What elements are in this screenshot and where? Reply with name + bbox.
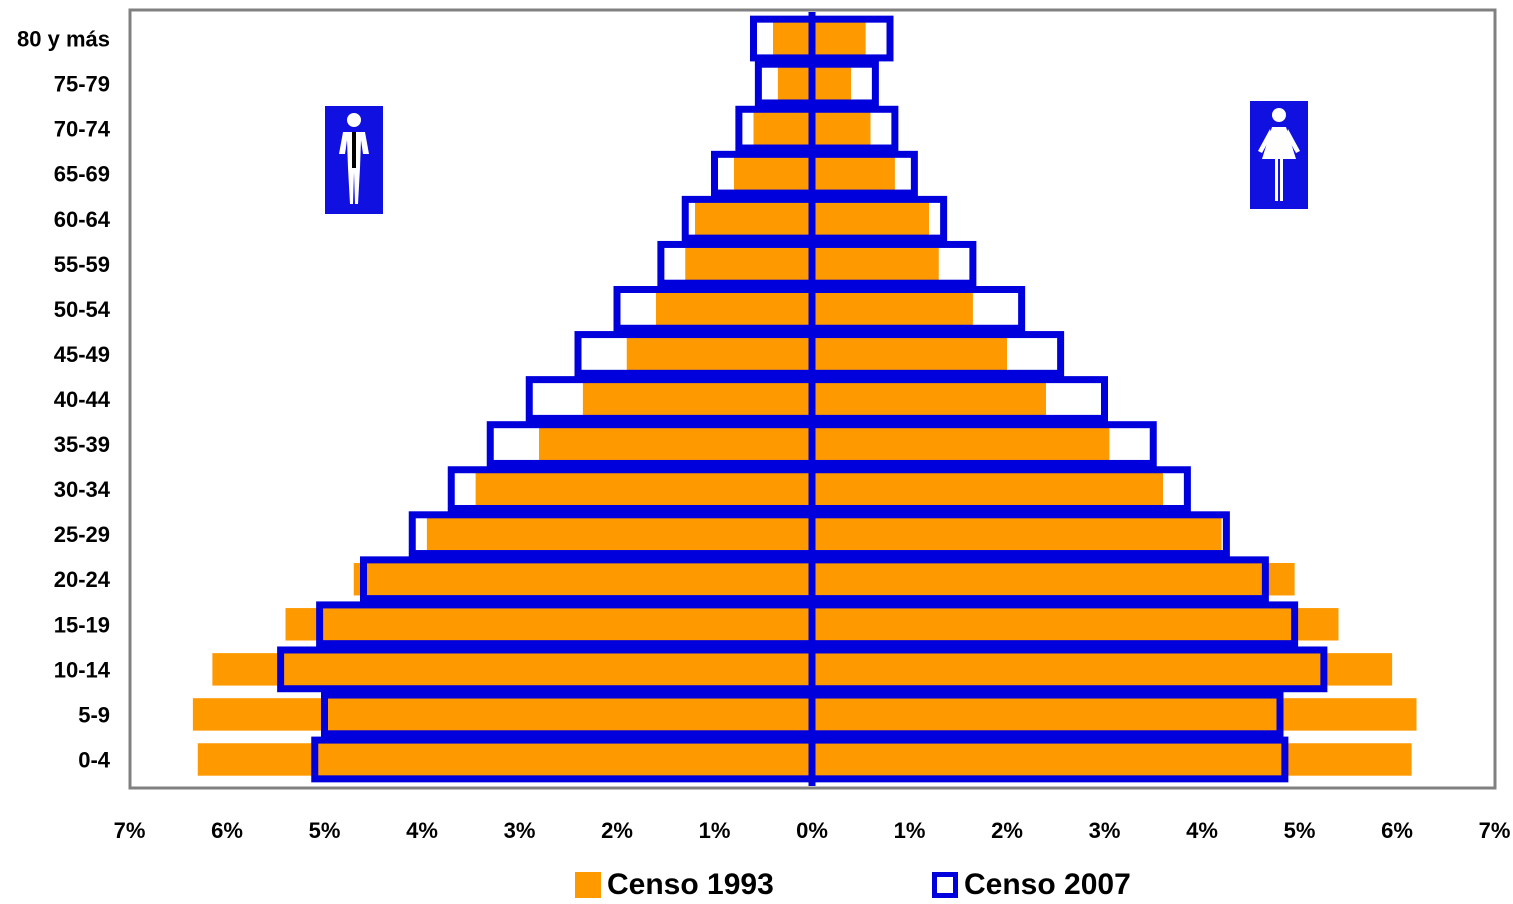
x-tick-label: 4% (1186, 818, 1218, 843)
bar-1993-female (812, 517, 1222, 551)
age-group-label: 75-79 (54, 72, 110, 97)
bar-1993-male (197, 743, 812, 776)
bar-1993-female (812, 608, 1339, 641)
x-tick-label: 7% (1479, 818, 1511, 843)
legend-swatch-2007 (932, 872, 958, 898)
bar-1993-male (475, 472, 812, 506)
x-tick-label: 7% (114, 818, 146, 843)
bar-1993-female (812, 157, 895, 190)
legend-label-1993: Censo 1993 (607, 868, 774, 901)
age-group-label: 50-54 (54, 297, 111, 322)
age-group-label: 5-9 (78, 702, 110, 727)
age-group-label: 20-24 (54, 567, 111, 592)
age-group-label: 65-69 (54, 162, 110, 187)
bar-1993-female (812, 292, 973, 326)
bar-1993-male (734, 157, 812, 190)
legend-swatch-1993 (575, 872, 601, 898)
bar-1993-female (812, 743, 1412, 776)
bar-1993-male (582, 382, 812, 416)
male-icon (325, 106, 383, 214)
bar-1993-female (812, 698, 1417, 731)
bar-1993-male (773, 22, 812, 55)
age-group-label: 25-29 (54, 522, 110, 547)
age-group-label: 45-49 (54, 342, 110, 367)
bar-1993-male (285, 608, 812, 641)
bar-1993-female (812, 202, 929, 235)
x-tick-label: 1% (699, 818, 731, 843)
bar-1993-male (539, 427, 812, 461)
bar-1993-male (192, 698, 812, 731)
x-tick-label: 3% (1089, 818, 1121, 843)
legend-label-2007: Censo 2007 (964, 868, 1131, 901)
bar-1993-female (812, 67, 851, 100)
age-group-label: 80 y más (17, 27, 110, 52)
female-icon (1250, 101, 1308, 209)
bar-1993-male (695, 202, 812, 235)
age-group-label: 40-44 (54, 387, 111, 412)
x-tick-label: 0% (796, 818, 828, 843)
age-group-label: 0-4 (78, 747, 111, 772)
x-tick-label: 2% (991, 818, 1023, 843)
bar-1993-male (777, 67, 812, 100)
bar-1993-female (812, 563, 1295, 596)
x-tick-labels-group: 7% 6% 5% 4% 3% 2% 1% 0% 1% 2% 3% 4% 5% 6% 7% (114, 818, 1511, 843)
bar-1993-female (812, 22, 866, 55)
bar-1993-female (812, 337, 1007, 371)
bar-1993-male (656, 292, 812, 326)
bar-1993-female (812, 427, 1110, 461)
age-group-label: 60-64 (54, 207, 111, 232)
bar-1993-male (353, 563, 812, 596)
bar-1993-female (812, 247, 939, 281)
bar-1993-male (626, 337, 812, 371)
bar-1993-female (812, 472, 1163, 506)
x-tick-label: 6% (1381, 818, 1413, 843)
age-group-label: 55-59 (54, 252, 110, 277)
x-tick-label: 2% (601, 818, 633, 843)
bar-1993-female (812, 653, 1393, 686)
age-labels-group: 80 y más 75-79 70-74 65-69 60-64 55-59 50-54 45… (17, 27, 111, 773)
x-tick-label: 5% (1284, 818, 1316, 843)
age-group-label: 35-39 (54, 432, 110, 457)
bar-1993-male (212, 653, 812, 686)
age-group-label: 10-14 (54, 657, 111, 682)
legend-item-2007: Censo 2007 (932, 868, 1131, 902)
x-tick-label: 5% (309, 818, 341, 843)
age-group-label: 15-19 (54, 612, 110, 637)
x-tick-label: 6% (211, 818, 243, 843)
x-tick-label: 3% (504, 818, 536, 843)
x-tick-label: 4% (406, 818, 438, 843)
age-group-label: 70-74 (54, 117, 111, 142)
bars-group (192, 12, 1417, 786)
age-group-label: 30-34 (54, 477, 111, 502)
bar-1993-male (685, 247, 812, 281)
bar-1993-male (426, 517, 812, 551)
x-tick-label: 1% (894, 818, 926, 843)
bar-1993-male (753, 112, 812, 145)
bar-1993-female (812, 382, 1046, 416)
bar-1993-female (812, 112, 871, 145)
legend-item-1993: Censo 1993 (575, 868, 774, 902)
